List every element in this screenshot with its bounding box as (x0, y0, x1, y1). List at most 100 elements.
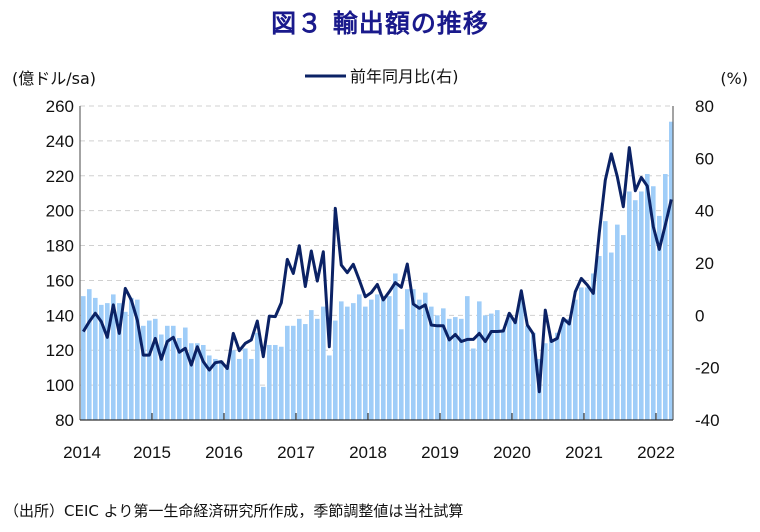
bar (471, 348, 476, 420)
right-tick-label: 80 (695, 97, 714, 116)
bar (189, 343, 194, 420)
bar (393, 273, 398, 420)
bar (327, 355, 332, 420)
right-tick-label: -20 (695, 359, 720, 378)
bar (345, 306, 350, 420)
bar (651, 186, 656, 420)
bar (213, 358, 218, 420)
bar (177, 338, 182, 420)
bar (333, 320, 338, 420)
x-tick-label: 2015 (133, 443, 171, 462)
bar (597, 256, 602, 420)
bar (609, 252, 614, 420)
x-tick-label: 2020 (493, 443, 531, 462)
bar (129, 297, 134, 420)
bar (123, 311, 128, 420)
bar (489, 313, 494, 420)
bar (567, 318, 572, 420)
x-tick-label: 2019 (421, 443, 459, 462)
bar (525, 325, 530, 420)
bar (663, 174, 668, 420)
bar (279, 346, 284, 420)
left-axis-label: (億ドル/sa) (12, 69, 96, 88)
bar (363, 306, 368, 420)
bar (369, 299, 374, 420)
right-tick-label: 60 (695, 149, 714, 168)
bar (513, 318, 518, 420)
left-tick-label: 80 (55, 411, 74, 430)
bar (399, 329, 404, 420)
bar (315, 318, 320, 420)
bar (555, 332, 560, 420)
bar (381, 296, 386, 420)
bar (459, 318, 464, 420)
left-tick-label: 100 (46, 376, 74, 395)
x-tick-label: 2022 (637, 443, 675, 462)
bar (99, 304, 104, 420)
bar-series (81, 121, 674, 420)
bar (531, 332, 536, 420)
bar (573, 299, 578, 420)
left-tick-label: 240 (46, 132, 74, 151)
bar (105, 303, 110, 420)
bar (339, 301, 344, 420)
bar (231, 350, 236, 420)
left-tick-label: 160 (46, 271, 74, 290)
bar (93, 297, 98, 420)
left-tick-label: 220 (46, 167, 74, 186)
bar (243, 348, 248, 420)
tick-labels: 80 100 120 140 160 180 200 220 240 260 -40 -20 0 20 40… (46, 97, 720, 462)
bar (147, 320, 152, 420)
right-tick-label: 40 (695, 202, 714, 221)
bar (285, 325, 290, 420)
bar (111, 294, 116, 420)
left-tick-label: 120 (46, 341, 74, 360)
bar (171, 325, 176, 420)
right-tick-label: 0 (695, 306, 704, 325)
bar (81, 296, 86, 420)
bar (153, 318, 158, 420)
bar (465, 296, 470, 420)
bar (255, 332, 260, 420)
x-tick-label: 2014 (63, 443, 101, 462)
bar (135, 299, 140, 420)
bar (87, 289, 92, 420)
bar (477, 301, 482, 420)
bar (387, 296, 392, 420)
bar (423, 292, 428, 420)
legend-label: 前年同月比(右) (350, 67, 459, 86)
bar (561, 318, 566, 420)
bar (411, 289, 416, 420)
bar (117, 303, 122, 420)
source-note: （出所）CEIC より第一生命経済研究所作成，季節調整値は当社試算 (4, 502, 464, 520)
bar (591, 273, 596, 420)
bar (219, 360, 224, 420)
bar (495, 310, 500, 420)
left-tick-label: 140 (46, 306, 74, 325)
bar (579, 287, 584, 420)
bar (669, 121, 674, 420)
bar (237, 358, 242, 420)
bar (207, 355, 212, 420)
bar (165, 325, 170, 420)
right-tick-label: -40 (695, 411, 720, 430)
bar (141, 325, 146, 420)
bar (351, 303, 356, 420)
bar (195, 343, 200, 420)
right-tick-label: 20 (695, 254, 714, 273)
x-tick-label: 2021 (565, 443, 603, 462)
bar (261, 386, 266, 420)
bar (429, 306, 434, 420)
left-tick-label: 200 (46, 202, 74, 221)
bar (291, 325, 296, 420)
bar (519, 299, 524, 420)
bar (657, 215, 662, 420)
bar (273, 344, 278, 420)
bar (453, 317, 458, 420)
bar (621, 235, 626, 420)
bar (405, 289, 410, 420)
bar (501, 329, 506, 420)
bar (627, 191, 632, 420)
left-tick-label: 180 (46, 237, 74, 256)
